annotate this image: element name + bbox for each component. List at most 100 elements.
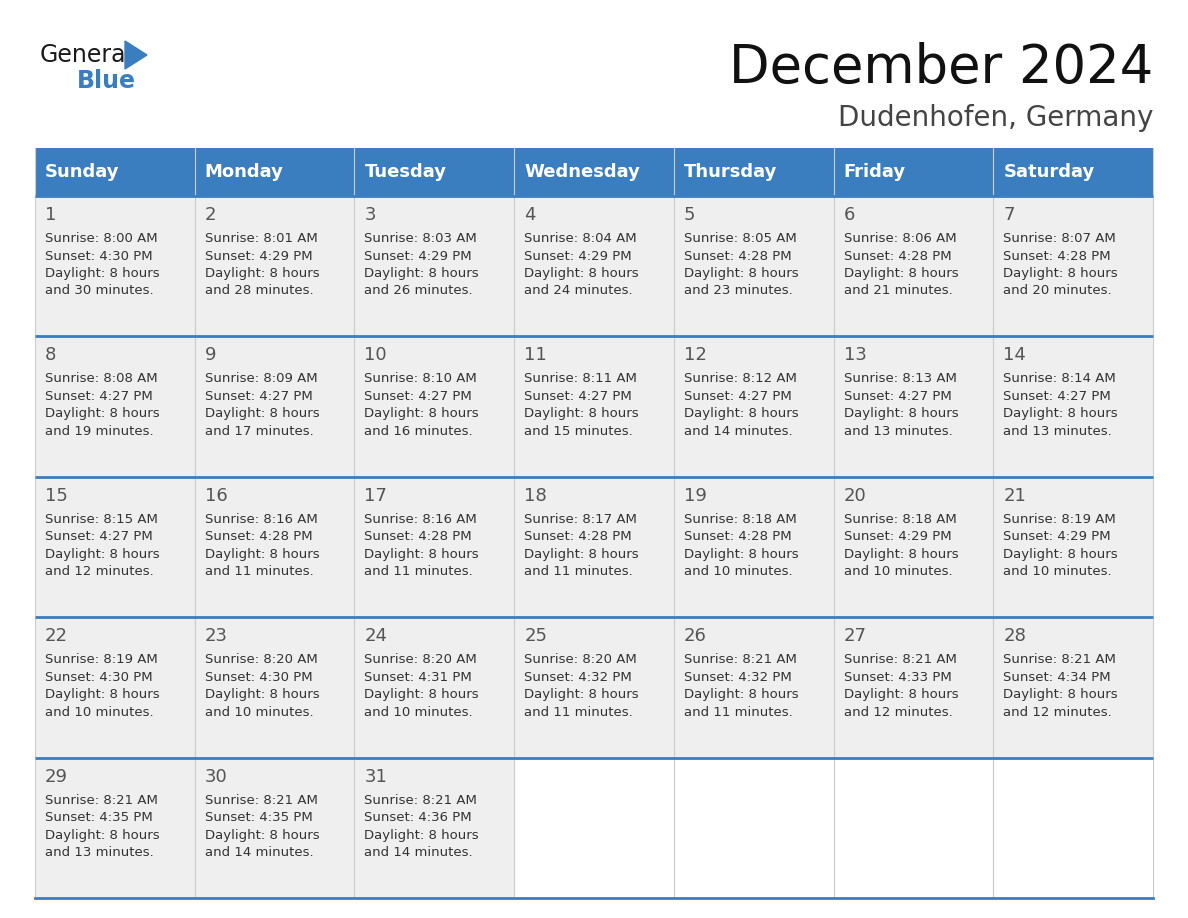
Text: Daylight: 8 hours: Daylight: 8 hours (1004, 267, 1118, 280)
Text: and 15 minutes.: and 15 minutes. (524, 425, 633, 438)
Text: Sunset: 4:35 PM: Sunset: 4:35 PM (45, 812, 153, 824)
Text: Sunrise: 8:21 AM: Sunrise: 8:21 AM (204, 793, 317, 807)
Text: Daylight: 8 hours: Daylight: 8 hours (524, 408, 639, 420)
Text: Sunset: 4:27 PM: Sunset: 4:27 PM (45, 531, 153, 543)
FancyBboxPatch shape (195, 617, 354, 757)
Text: Daylight: 8 hours: Daylight: 8 hours (45, 267, 159, 280)
Text: Daylight: 8 hours: Daylight: 8 hours (684, 408, 798, 420)
Text: Sunset: 4:28 PM: Sunset: 4:28 PM (365, 531, 472, 543)
Text: Sunrise: 8:01 AM: Sunrise: 8:01 AM (204, 232, 317, 245)
Text: Sunset: 4:28 PM: Sunset: 4:28 PM (204, 531, 312, 543)
FancyBboxPatch shape (674, 757, 834, 898)
Text: Daylight: 8 hours: Daylight: 8 hours (843, 548, 959, 561)
Text: Daylight: 8 hours: Daylight: 8 hours (843, 688, 959, 701)
FancyBboxPatch shape (34, 617, 195, 757)
Text: Sunrise: 8:20 AM: Sunrise: 8:20 AM (365, 654, 478, 666)
Text: 10: 10 (365, 346, 387, 364)
Text: Daylight: 8 hours: Daylight: 8 hours (843, 408, 959, 420)
FancyBboxPatch shape (34, 757, 195, 898)
Text: Wednesday: Wednesday (524, 163, 640, 181)
FancyBboxPatch shape (354, 757, 514, 898)
Text: Daylight: 8 hours: Daylight: 8 hours (524, 548, 639, 561)
Text: Sunset: 4:28 PM: Sunset: 4:28 PM (684, 531, 791, 543)
Text: Sunset: 4:27 PM: Sunset: 4:27 PM (524, 390, 632, 403)
Text: Daylight: 8 hours: Daylight: 8 hours (684, 267, 798, 280)
Text: and 12 minutes.: and 12 minutes. (1004, 706, 1112, 719)
Text: Dudenhofen, Germany: Dudenhofen, Germany (838, 104, 1154, 132)
Text: Daylight: 8 hours: Daylight: 8 hours (204, 408, 320, 420)
Text: Sunrise: 8:15 AM: Sunrise: 8:15 AM (45, 513, 158, 526)
FancyBboxPatch shape (34, 196, 195, 336)
Text: Sunrise: 8:21 AM: Sunrise: 8:21 AM (843, 654, 956, 666)
Text: 24: 24 (365, 627, 387, 645)
FancyBboxPatch shape (674, 476, 834, 617)
Text: Daylight: 8 hours: Daylight: 8 hours (524, 267, 639, 280)
Text: Sunset: 4:27 PM: Sunset: 4:27 PM (45, 390, 153, 403)
Text: Sunrise: 8:12 AM: Sunrise: 8:12 AM (684, 373, 797, 386)
FancyBboxPatch shape (195, 757, 354, 898)
Text: Sunset: 4:28 PM: Sunset: 4:28 PM (843, 250, 952, 263)
Text: and 13 minutes.: and 13 minutes. (843, 425, 953, 438)
FancyBboxPatch shape (354, 336, 514, 476)
Text: Daylight: 8 hours: Daylight: 8 hours (204, 267, 320, 280)
Text: Sunset: 4:34 PM: Sunset: 4:34 PM (1004, 671, 1111, 684)
FancyBboxPatch shape (834, 476, 993, 617)
Text: and 23 minutes.: and 23 minutes. (684, 285, 792, 297)
Text: and 10 minutes.: and 10 minutes. (843, 565, 953, 578)
Text: 6: 6 (843, 206, 855, 224)
Text: Sunset: 4:30 PM: Sunset: 4:30 PM (204, 671, 312, 684)
Text: Sunrise: 8:16 AM: Sunrise: 8:16 AM (204, 513, 317, 526)
Text: and 28 minutes.: and 28 minutes. (204, 285, 314, 297)
Text: and 24 minutes.: and 24 minutes. (524, 285, 633, 297)
Text: and 12 minutes.: and 12 minutes. (45, 565, 153, 578)
Text: Sunrise: 8:00 AM: Sunrise: 8:00 AM (45, 232, 158, 245)
Text: Tuesday: Tuesday (365, 163, 447, 181)
Text: 31: 31 (365, 767, 387, 786)
Text: 23: 23 (204, 627, 228, 645)
Text: 7: 7 (1004, 206, 1015, 224)
Text: Daylight: 8 hours: Daylight: 8 hours (1004, 548, 1118, 561)
FancyBboxPatch shape (993, 196, 1154, 336)
Text: and 19 minutes.: and 19 minutes. (45, 425, 153, 438)
Text: Monday: Monday (204, 163, 284, 181)
Text: and 13 minutes.: and 13 minutes. (1004, 425, 1112, 438)
Text: Sunset: 4:32 PM: Sunset: 4:32 PM (684, 671, 791, 684)
Text: Sunrise: 8:20 AM: Sunrise: 8:20 AM (524, 654, 637, 666)
Text: Friday: Friday (843, 163, 905, 181)
Text: Sunset: 4:28 PM: Sunset: 4:28 PM (684, 250, 791, 263)
Text: Sunset: 4:30 PM: Sunset: 4:30 PM (45, 671, 152, 684)
Text: 20: 20 (843, 487, 866, 505)
Text: 9: 9 (204, 346, 216, 364)
Text: and 21 minutes.: and 21 minutes. (843, 285, 953, 297)
Text: Sunset: 4:27 PM: Sunset: 4:27 PM (843, 390, 952, 403)
Text: 16: 16 (204, 487, 227, 505)
Text: Sunrise: 8:11 AM: Sunrise: 8:11 AM (524, 373, 637, 386)
Text: and 17 minutes.: and 17 minutes. (204, 425, 314, 438)
Text: Daylight: 8 hours: Daylight: 8 hours (524, 688, 639, 701)
Text: Sunrise: 8:05 AM: Sunrise: 8:05 AM (684, 232, 797, 245)
Text: 26: 26 (684, 627, 707, 645)
Text: Sunset: 4:27 PM: Sunset: 4:27 PM (204, 390, 312, 403)
FancyBboxPatch shape (674, 617, 834, 757)
Text: Sunset: 4:27 PM: Sunset: 4:27 PM (365, 390, 472, 403)
Text: Daylight: 8 hours: Daylight: 8 hours (843, 267, 959, 280)
Text: Sunrise: 8:18 AM: Sunrise: 8:18 AM (843, 513, 956, 526)
Text: Daylight: 8 hours: Daylight: 8 hours (1004, 688, 1118, 701)
FancyBboxPatch shape (34, 148, 1154, 196)
Text: Sunrise: 8:13 AM: Sunrise: 8:13 AM (843, 373, 956, 386)
FancyBboxPatch shape (34, 476, 195, 617)
Text: Sunrise: 8:18 AM: Sunrise: 8:18 AM (684, 513, 797, 526)
Text: Sunset: 4:31 PM: Sunset: 4:31 PM (365, 671, 472, 684)
FancyBboxPatch shape (34, 336, 195, 476)
Text: 12: 12 (684, 346, 707, 364)
FancyBboxPatch shape (195, 476, 354, 617)
Text: Daylight: 8 hours: Daylight: 8 hours (45, 829, 159, 842)
Text: Sunset: 4:33 PM: Sunset: 4:33 PM (843, 671, 952, 684)
Text: Sunday: Sunday (45, 163, 120, 181)
Text: Sunrise: 8:21 AM: Sunrise: 8:21 AM (684, 654, 797, 666)
FancyBboxPatch shape (834, 336, 993, 476)
Text: Sunset: 4:27 PM: Sunset: 4:27 PM (1004, 390, 1111, 403)
Text: and 11 minutes.: and 11 minutes. (684, 706, 792, 719)
Text: and 14 minutes.: and 14 minutes. (684, 425, 792, 438)
Text: and 11 minutes.: and 11 minutes. (365, 565, 473, 578)
